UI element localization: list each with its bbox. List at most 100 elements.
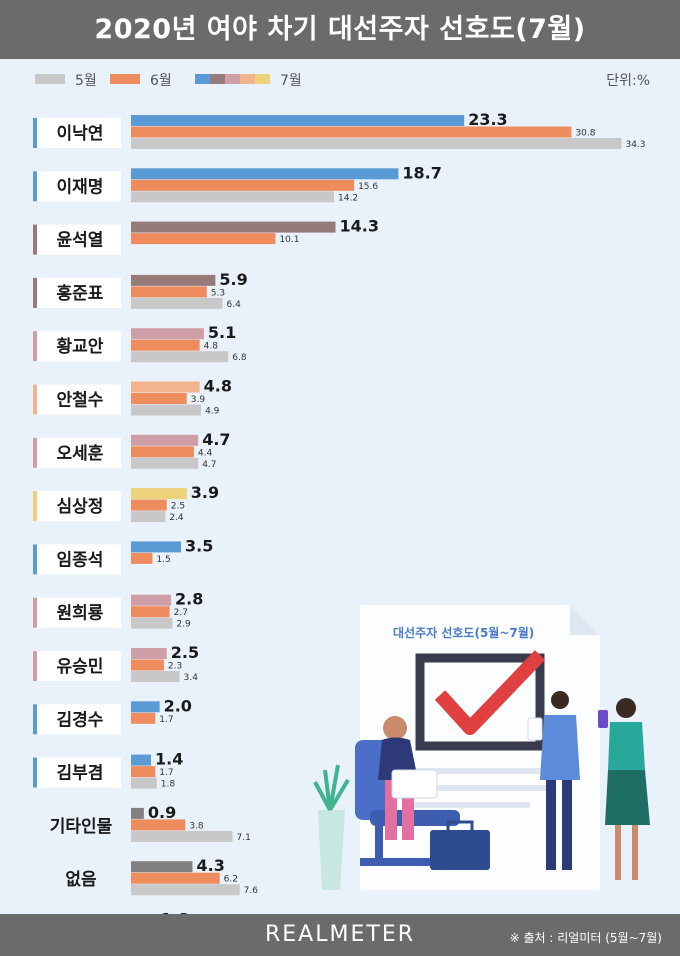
candidate-name: 임종석: [57, 549, 104, 570]
bar-june: [131, 552, 153, 564]
footer-bar: [0, 914, 680, 956]
value-label-july: 5.1: [208, 323, 236, 342]
candidate-name: 홍준표: [57, 283, 104, 304]
bar-july: [131, 274, 216, 286]
value-label-july: 4.7: [202, 430, 230, 449]
bar-may: [131, 297, 223, 309]
bar-june: [131, 872, 220, 884]
candidate-label-accent: [33, 491, 37, 522]
value-label-july: 23.3: [468, 110, 507, 129]
candidate-name: 원희룡: [57, 604, 104, 624]
bar-july: [131, 328, 204, 340]
bar-june: [131, 712, 156, 724]
candidate-label-box: [33, 384, 121, 415]
bar-june: [131, 393, 187, 404]
candidate-label-accent: [33, 704, 37, 735]
value-label-june: 5.3: [211, 288, 225, 298]
candidate-label-accent: [33, 277, 37, 308]
bar-june: [131, 606, 170, 618]
value-label-june: 1.7: [159, 715, 173, 725]
bar-may: [131, 191, 335, 203]
value-label-july: 2.8: [175, 590, 203, 609]
brand-logo: REALMETER: [265, 922, 415, 947]
candidate-label-box: [33, 171, 121, 202]
candidate-label-box: [33, 331, 121, 362]
candidate-name: 김경수: [57, 710, 104, 730]
bar-july: [131, 807, 144, 819]
bar-may: [131, 511, 166, 523]
candidate-name: 이낙연: [57, 124, 104, 144]
value-label-may: 2.4: [169, 513, 184, 523]
bar-june: [131, 766, 156, 778]
value-label-may: 14.2: [338, 193, 358, 203]
value-label-may: 6.4: [227, 300, 242, 310]
legend-swatch-june: [110, 74, 140, 84]
candidate-name: 오세훈: [57, 443, 104, 464]
bar-may: [131, 404, 202, 416]
value-label-july: 14.3: [339, 217, 378, 236]
bar-june: [131, 286, 207, 298]
bar-june: [131, 499, 167, 511]
legend-swatch-may: [35, 74, 65, 84]
candidate-name: 유승민: [57, 657, 104, 677]
bar-may: [131, 830, 233, 842]
candidate-label-box: [33, 491, 121, 522]
candidate-label-accent: [33, 384, 37, 415]
bar-july: [131, 221, 336, 233]
value-label-june: 6.2: [224, 875, 238, 885]
candidate-name: 심상정: [57, 497, 104, 517]
value-label-may: 6.8: [232, 353, 247, 363]
candidate-label-accent: [33, 757, 37, 788]
candidate-name: 없음: [65, 870, 97, 890]
value-label-may: 7.1: [237, 833, 251, 843]
bar-may: [131, 777, 157, 789]
chart-title: 2020년 여야 차기 대선주자 선호도(7월): [94, 14, 586, 45]
value-label-july: 3.9: [191, 483, 219, 502]
bar-july: [131, 488, 187, 500]
value-label-june: 3.9: [191, 395, 206, 405]
value-label-may: 3.4: [184, 673, 199, 683]
legend-label-may: 5월: [75, 73, 97, 89]
value-label-july: 4.3: [196, 856, 224, 875]
candidate-name: 이재명: [57, 177, 104, 197]
candidate-label-box: [33, 544, 121, 575]
bar-june: [131, 819, 186, 831]
bar-july: [131, 115, 465, 126]
candidate-name: 기타인물: [50, 817, 113, 837]
value-label-may: 1.8: [161, 780, 176, 790]
bar-may: [131, 671, 180, 682]
value-label-june: 1.7: [159, 768, 173, 778]
bar-july: [131, 754, 152, 766]
bar-july: [131, 381, 200, 393]
value-label-june: 4.8: [204, 342, 219, 352]
bar-june: [131, 233, 276, 245]
candidate-name: 황교안: [57, 337, 104, 357]
bar-july: [131, 648, 167, 659]
value-label-june: 15.6: [358, 182, 378, 192]
legend-swatch-july: [195, 74, 270, 84]
candidate-label-box: [33, 757, 121, 788]
value-label-july: 2.0: [164, 696, 192, 715]
bar-may: [131, 617, 173, 629]
value-label-july: 1.4: [155, 750, 183, 769]
candidate-label-accent: [33, 651, 37, 681]
bar-june: [131, 659, 164, 671]
source-note: ※ 출처 : 리얼미터 (5월~7월): [509, 931, 662, 945]
candidate-label-box: [33, 704, 121, 735]
bar-july: [131, 541, 182, 553]
value-label-july: 3.5: [185, 536, 213, 555]
candidate-label-accent: [33, 171, 37, 202]
candidate-label-accent: [33, 224, 37, 255]
candidate-label-box: [33, 651, 121, 681]
bar-july: [131, 168, 399, 180]
value-label-may: 34.3: [625, 140, 645, 150]
bar-june: [131, 339, 200, 351]
candidate-name: 안철수: [57, 391, 104, 411]
value-label-may: 4.9: [205, 407, 220, 417]
bar-june: [131, 126, 572, 138]
value-label-june: 2.7: [174, 608, 188, 618]
bar-may: [131, 351, 229, 363]
bar-june: [131, 446, 194, 458]
bar-may: [131, 884, 240, 896]
